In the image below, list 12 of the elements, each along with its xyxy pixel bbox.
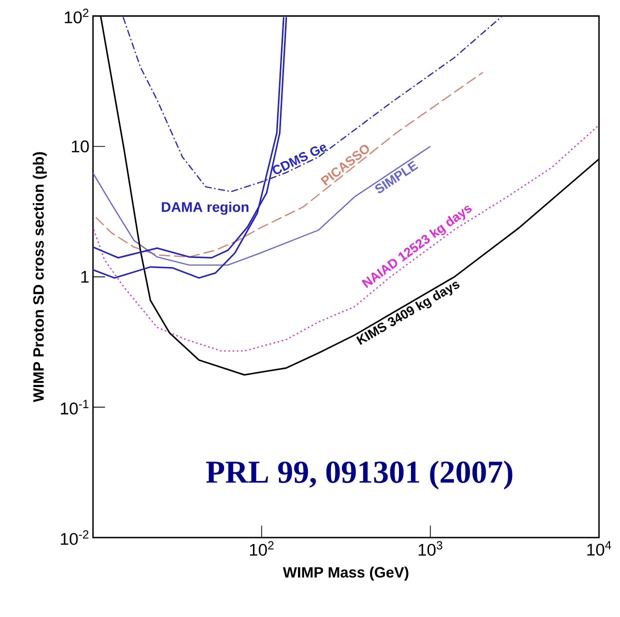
y-tick-label: 10$^{-2}$ bbox=[60, 530, 88, 545]
y-tick-label: 10$^{2}$ bbox=[64, 8, 88, 24]
y-tick-label: 10$^{-1}$ bbox=[60, 400, 88, 414]
y-tick-label: 10 bbox=[72, 140, 89, 152]
x-tick-label: 10$^{4}$ bbox=[587, 541, 612, 556]
x-tick-label: 10$^{3}$ bbox=[418, 541, 442, 556]
y-tick-label: 1 bbox=[81, 270, 89, 283]
annotation: PRL 99, 091301 (2007) bbox=[206, 460, 512, 490]
x-tick-label: 10$^{2}$ bbox=[250, 541, 274, 556]
series-label: DAMA region bbox=[162, 202, 248, 215]
y-axis-title: WIMP Proton SD cross section (pb) bbox=[32, 152, 47, 402]
x-axis-title: WIMP Mass (GeV) bbox=[282, 566, 408, 581]
